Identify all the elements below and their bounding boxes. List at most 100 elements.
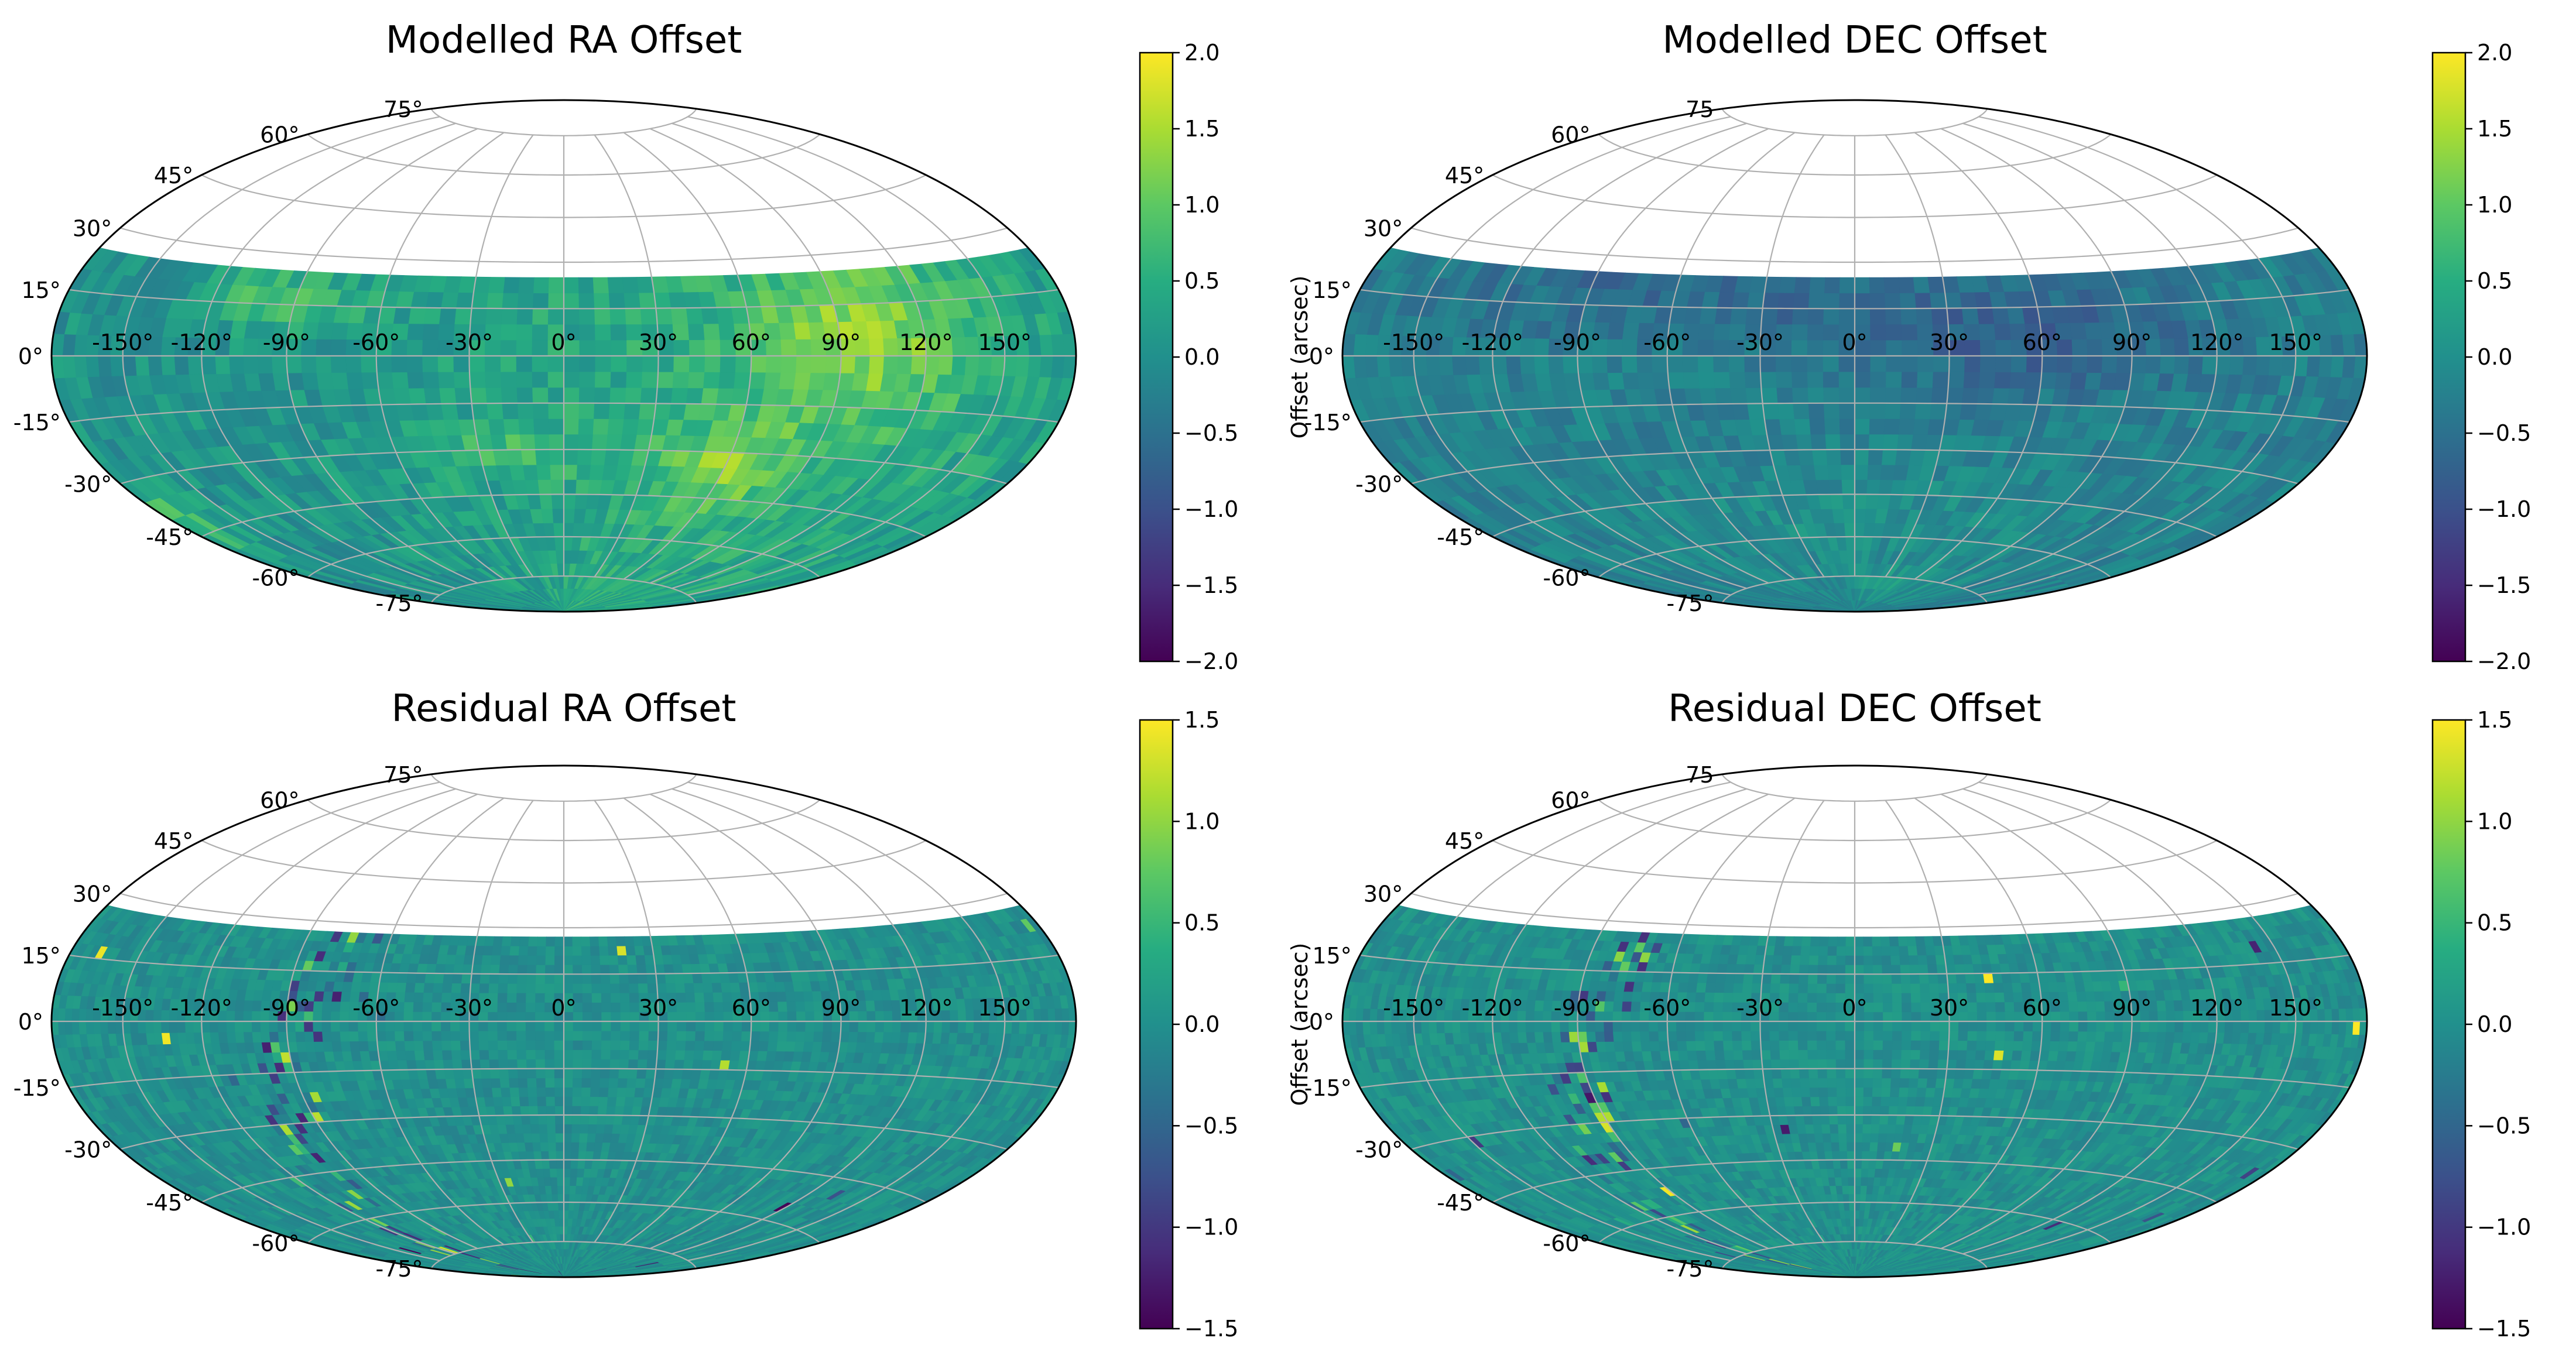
lat-tick-label: -15°	[13, 410, 61, 435]
lat-tick-label: 30°	[73, 216, 112, 242]
map-outline	[1341, 764, 2368, 1278]
colorbar-tick-label: 2.0	[2477, 40, 2512, 66]
lat-tick-label: 75°	[383, 762, 423, 788]
lon-tick-label: -150°	[1383, 995, 1444, 1021]
lon-tick-label: -60°	[352, 330, 400, 355]
colorbar-tick-label: −0.5	[2477, 420, 2531, 446]
colorbar-tick-label: 1.0	[1184, 192, 1220, 218]
colorbar-tick-label: −0.5	[1184, 1113, 1238, 1138]
lat-tick-label: 15°	[1312, 277, 1351, 303]
lon-tick-label: 90°	[821, 995, 861, 1021]
lat-tick-label: 60°	[1551, 788, 1590, 814]
lon-tick-label: -90°	[263, 995, 310, 1021]
lon-tick-label: -90°	[1554, 995, 1601, 1021]
lon-tick-label: -150°	[1383, 330, 1444, 355]
lat-tick-label: 30°	[73, 881, 112, 907]
heatmap-cells	[1342, 247, 2367, 612]
lon-tick-label: 60°	[2023, 330, 2062, 355]
lon-tick-label: -30°	[1736, 330, 1784, 355]
colorbar-label: Offset (arcsec)	[1287, 943, 1313, 1106]
colorbar-tick-label: 1.0	[2477, 192, 2512, 218]
colorbar-tick-label: −1.0	[1184, 496, 1238, 522]
colorbar-tick-label: 1.5	[1184, 116, 1220, 142]
lon-tick-label: 150°	[2269, 995, 2323, 1021]
panel-title: Modelled DEC Offset	[1662, 19, 2047, 62]
lon-tick-label: 0°	[551, 995, 576, 1021]
panel-title: Residual RA Offset	[392, 687, 737, 730]
lon-tick-label: -60°	[1643, 330, 1691, 355]
lon-tick-label: 150°	[978, 330, 1032, 355]
lat-tick-label: -15°	[1304, 1075, 1352, 1101]
lat-tick-label: -75°	[1666, 1256, 1714, 1282]
panel-residual-ra: Residual RA Offset 75° 60° 45° 30° 15° 0° -15° -…	[13, 687, 1313, 1342]
lat-tick-label: 75°	[383, 97, 423, 122]
lat-tick-label: 45°	[154, 828, 193, 854]
lat-tick-label: 0°	[18, 1009, 43, 1035]
lon-tick-label: 90°	[821, 330, 861, 355]
lat-tick-label: 75	[1686, 762, 1714, 788]
lon-tick-label: -30°	[446, 330, 493, 355]
lon-tick-label: -120°	[171, 330, 232, 355]
lat-tick-label: 15°	[21, 943, 60, 969]
lat-tick-label: 15°	[21, 277, 60, 303]
lat-tick-label: 60°	[1551, 122, 1590, 148]
lat-tick-label: -60°	[1543, 565, 1590, 591]
colorbar-tick-label: −0.5	[1184, 420, 1238, 446]
lat-tick-label: 15°	[1312, 943, 1351, 969]
lat-tick-label: 75	[1686, 97, 1714, 122]
lon-tick-label: 90°	[2112, 330, 2152, 355]
colorbar-tick-label: −1.5	[2477, 572, 2531, 598]
lat-tick-label: -30°	[64, 472, 112, 498]
lon-tick-label: 30°	[1930, 995, 1969, 1021]
lat-tick-label: -45°	[146, 1190, 193, 1216]
colorbar-tick-label: 0.5	[2477, 910, 2512, 936]
lat-tick-label: 45°	[1445, 163, 1484, 188]
map-outline	[50, 99, 1077, 613]
lon-tick-label: -30°	[446, 995, 493, 1021]
lat-tick-label: -30°	[64, 1137, 112, 1163]
panel-modelled-dec: Modelled DEC Offset 75 60° 45° 30° 15° 0° -15° -…	[1304, 19, 2532, 674]
lon-tick-label: 150°	[978, 995, 1032, 1021]
panel-title: Residual DEC Offset	[1668, 687, 2041, 730]
lat-tick-label: -60°	[1543, 1230, 1590, 1256]
colorbar-tick-label: 0.0	[1184, 344, 1220, 370]
lon-tick-label: 120°	[899, 995, 953, 1021]
lon-tick-label: 60°	[732, 330, 771, 355]
lon-tick-label: 60°	[732, 995, 771, 1021]
colorbar-tick-label: −2.0	[1184, 649, 1238, 674]
lat-tick-label: -15°	[13, 1075, 61, 1101]
lon-tick-label: -90°	[1554, 330, 1601, 355]
lat-tick-label: -75°	[375, 1256, 423, 1282]
colorbar-tick-label: 0.5	[2477, 268, 2512, 294]
lon-tick-label: -30°	[1736, 995, 1784, 1021]
colorbar-tick-label: −1.5	[2477, 1316, 2531, 1342]
colorbar-tick-label: 1.5	[2477, 116, 2512, 142]
lat-tick-label: -75°	[375, 591, 423, 616]
lat-tick-label: 0°	[1309, 344, 1334, 369]
lat-tick-label: -60°	[252, 1230, 299, 1256]
lon-tick-label: 90°	[2112, 995, 2152, 1021]
lon-tick-label: 120°	[2190, 330, 2244, 355]
graticule	[1342, 108, 2368, 604]
lat-tick-label: 0°	[18, 344, 43, 369]
lat-tick-label: 60°	[260, 788, 299, 814]
lon-tick-label: -90°	[263, 330, 310, 355]
lon-tick-label: -150°	[92, 330, 153, 355]
lon-tick-label: 0°	[551, 330, 576, 355]
colorbar-tick-label: −0.5	[2477, 1113, 2531, 1138]
panel-title: Modelled RA Offset	[386, 19, 742, 62]
heatmap-cells	[52, 905, 1076, 1277]
colorbar-tick-label: −1.0	[2477, 496, 2531, 522]
lat-tick-label: -15°	[1304, 410, 1352, 435]
panel-residual-dec: Residual DEC Offset 75 60° 45° 30° 15° 0° -15° -…	[1304, 687, 2532, 1342]
colorbar-tick-label: −1.5	[1184, 572, 1238, 598]
colorbar-tick-label: 1.5	[2477, 707, 2512, 733]
lon-tick-label: 150°	[2269, 330, 2323, 355]
lon-tick-label: 30°	[639, 995, 678, 1021]
lon-tick-label: 30°	[1930, 330, 1969, 355]
lon-tick-label: -60°	[352, 995, 400, 1021]
